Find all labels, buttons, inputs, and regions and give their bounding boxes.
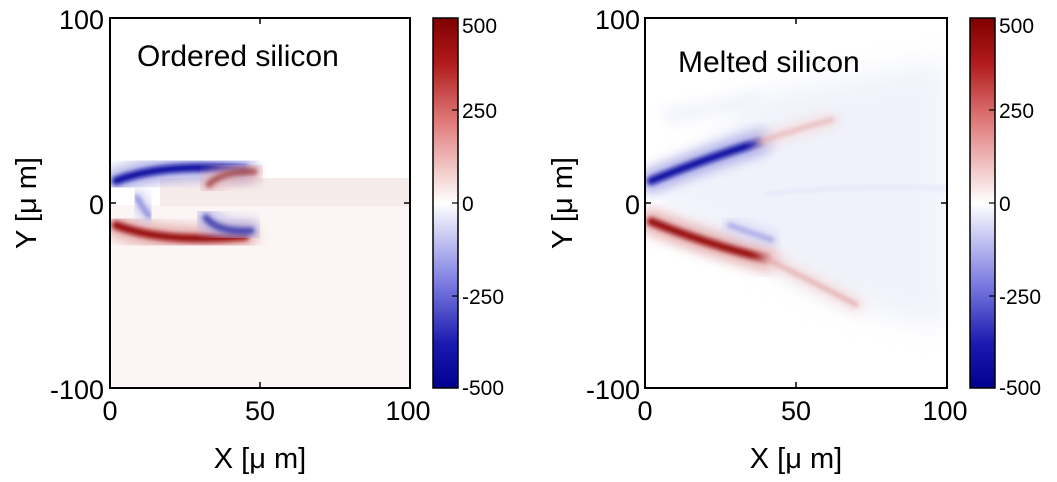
field-ridge-2-1: [647, 138, 764, 185]
field-ridge-2-6: [764, 185, 947, 196]
y-tick-label-mid-2: 0: [625, 190, 640, 220]
axis-ticks-1: [110, 18, 410, 388]
x-tick-label-0-2: 0: [637, 396, 652, 426]
colorbar-tick-250-2: 250: [999, 100, 1034, 123]
x-tick-label-100-2: 100: [922, 396, 967, 426]
field-ridge-1-3: [205, 168, 258, 188]
colorbar-tick-neg500-2: -500: [999, 377, 1041, 400]
y-tick-label-bottom-2: -100: [586, 375, 640, 405]
colorbar-tick-neg250-2: -250: [999, 286, 1041, 309]
field-ridge-1-5: [134, 194, 152, 219]
colorbar-ticks-1: [452, 109, 458, 297]
x-axis-label-2: X [μ m]: [750, 443, 842, 475]
field-ridge-1-4: [202, 214, 255, 235]
panel-ordered-silicon: Ordered silicon 100 0 -100 0 50 100 X [μ…: [11, 5, 504, 475]
field-ridge-2-3: [757, 117, 835, 145]
x-tick-label-0-1: 0: [102, 396, 117, 426]
colorbar-tick-250-1: 250: [462, 100, 497, 123]
colorbar-tick-500-1: 500: [462, 15, 497, 38]
panel-melted-silicon: Melted silicon 100 0 -100 0 50 100 X [μ …: [547, 5, 1041, 475]
colorbar-ticks-2: [989, 109, 995, 297]
x-axis-label-1: X [μ m]: [214, 443, 306, 475]
x-tick-label-50-2: 50: [781, 396, 811, 426]
field-ridge-2-5: [727, 222, 775, 243]
y-tick-label-mid-1: 0: [89, 190, 104, 220]
y-axis-label-1: Y [μ m]: [11, 157, 43, 249]
colorbar-tick-neg500-1: -500: [462, 377, 504, 400]
colorbar-tick-0-2: 0: [999, 193, 1011, 216]
panel-title-2: Melted silicon: [678, 46, 860, 79]
x-tick-label-50-1: 50: [245, 396, 275, 426]
colorbar-tick-500-2: 500: [999, 15, 1034, 38]
background-haze-1b: [160, 178, 410, 206]
field-features-2: [645, 112, 947, 313]
y-axis-label-2: Y [μ m]: [547, 157, 579, 249]
colorbar-tick-neg250-1: -250: [462, 286, 504, 309]
y-tick-label-bottom-1: -100: [50, 375, 104, 405]
field-ridge-2-2: [647, 217, 770, 263]
axis-ticks-2: [645, 18, 947, 388]
background-haze-2b: [660, 90, 760, 125]
y-tick-label-top-2: 100: [595, 5, 640, 35]
panel-title-1: Ordered silicon: [137, 40, 339, 73]
field-ridge-2-4: [763, 256, 859, 308]
field-features-1: [110, 155, 264, 251]
x-tick-label-100-1: 100: [385, 396, 430, 426]
y-tick-label-top-1: 100: [59, 5, 104, 35]
colorbar-tick-0-1: 0: [462, 193, 474, 216]
